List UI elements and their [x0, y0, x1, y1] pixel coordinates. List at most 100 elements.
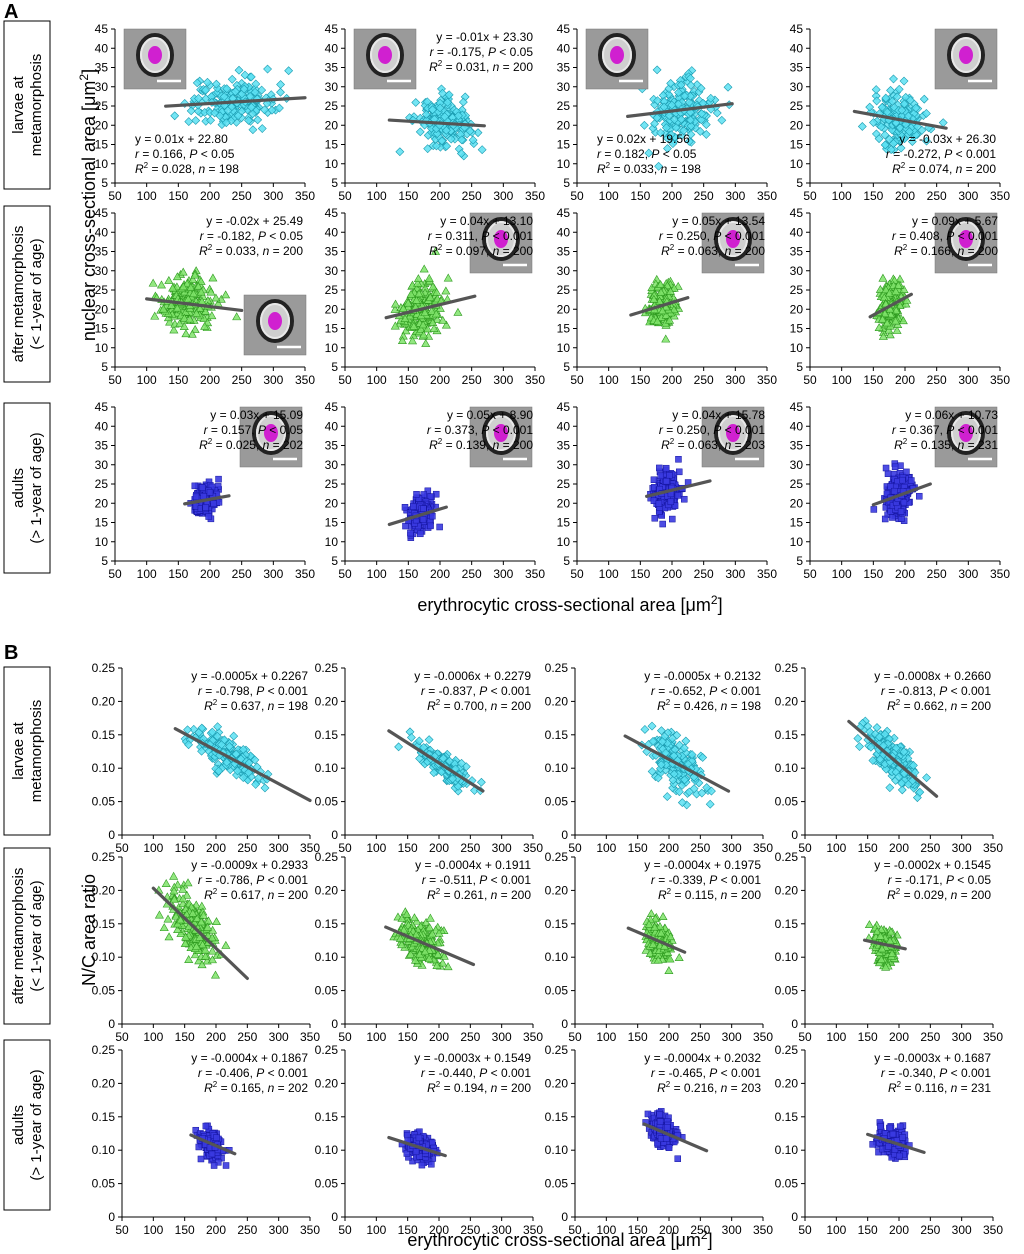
y-tick-label: 0.15 [775, 917, 799, 931]
data-point [651, 514, 659, 522]
row-label-b-larvae: larvae at metamorphosis [3, 666, 51, 836]
r2-stat: R2 = 0.033, n = 198 [597, 161, 701, 176]
data-point [686, 121, 696, 131]
x-tick-label: 50 [115, 1030, 129, 1044]
regression-equation: y = -0.0004x + 0.1911 [415, 858, 531, 872]
data-point [679, 126, 689, 136]
data-point [644, 148, 654, 158]
data-point [201, 85, 210, 95]
correlation-stat: r = -0.175, P < 0.05 [430, 45, 534, 59]
y-tick-label: 0.20 [92, 1076, 116, 1090]
y-tick-label: 5 [331, 176, 338, 190]
data-point [667, 498, 675, 506]
y-tick-label: 0.15 [92, 1110, 116, 1124]
data-point [653, 96, 662, 106]
y-tick-label: 0.10 [775, 761, 799, 775]
x-tick-label: 50 [803, 189, 817, 203]
regression-equation: y = -0.0004x + 0.1975 [644, 858, 761, 872]
x-tick-label: 50 [570, 189, 584, 203]
data-point [646, 909, 656, 918]
data-point [686, 115, 695, 125]
y-tick-label: 0.05 [92, 1177, 116, 1191]
data-point [246, 102, 256, 112]
scatter-points [390, 247, 463, 347]
regression-equation: y = -0.0009x + 0.2933 [191, 858, 308, 872]
x-tick-label: 350 [300, 1030, 320, 1044]
cell-nucleus [610, 46, 624, 64]
x-tick-label: 150 [630, 567, 650, 581]
r2-stat: R2 = 0.135, n = 231 [894, 437, 998, 452]
x-tick-label: 200 [889, 1030, 909, 1044]
data-point [275, 103, 284, 113]
data-point [267, 105, 277, 115]
y-tick-label: 0.20 [545, 694, 569, 708]
x-tick-label: 200 [429, 841, 449, 855]
data-point [872, 723, 882, 732]
panel-b-ylabel: N/C area ratio [79, 874, 99, 986]
y-tick-label: 40 [790, 41, 804, 55]
y-tick-label: 5 [331, 554, 338, 568]
y-tick-label: 0.10 [92, 761, 116, 775]
data-point [473, 128, 483, 138]
y-tick-label: 5 [101, 554, 108, 568]
x-tick-label: 250 [237, 1223, 257, 1237]
x-tick-label: 300 [263, 567, 283, 581]
x-tick-label: 300 [263, 189, 283, 203]
data-point [415, 127, 425, 137]
r2-stat: R2 = 0.097, n = 200 [429, 243, 533, 258]
regression-equation: y = 0.04x + 13.10 [440, 214, 533, 228]
y-tick-label: 0.05 [92, 984, 116, 998]
data-point [263, 64, 272, 74]
x-tick-label: 350 [757, 373, 777, 387]
y-tick-label: 0.10 [315, 761, 339, 775]
data-point [239, 84, 249, 94]
r2-stat: R2 = 0.700, n = 200 [427, 698, 531, 713]
x-tick-label: 250 [927, 189, 947, 203]
y-tick-label: 45 [325, 400, 339, 414]
regression-equation: y = -0.0002x + 0.1545 [874, 858, 991, 872]
data-point [897, 508, 905, 515]
y-tick-label: 45 [557, 206, 571, 220]
data-point [419, 264, 429, 273]
row-label-a-juvenile: after metamorphosis (< 1-year of age) [3, 205, 51, 383]
regression-equation: y = 0.03x + 15.09 [210, 408, 303, 422]
y-tick-label: 10 [95, 341, 109, 355]
data-point [413, 274, 423, 283]
data-point [186, 106, 196, 116]
data-point [230, 87, 240, 97]
data-point [424, 735, 434, 745]
y-tick-label: 20 [325, 302, 339, 316]
y-tick-label: 25 [790, 99, 804, 113]
y-tick-label: 0.20 [545, 883, 569, 897]
data-point [899, 76, 909, 86]
y-tick-label: 10 [325, 341, 339, 355]
data-point [409, 503, 417, 510]
data-point [436, 523, 443, 531]
data-point [717, 115, 727, 125]
x-tick-label: 200 [895, 567, 915, 581]
x-tick-label: 100 [599, 373, 619, 387]
x-tick-label: 100 [367, 189, 387, 203]
x-tick-label: 200 [659, 841, 679, 855]
cell-nucleus [378, 46, 392, 64]
stats-block: y = 0.04x + 15.78r = 0.250, P < 0.001R2 … [659, 408, 765, 452]
x-tick-label: 200 [200, 567, 220, 581]
data-point [221, 940, 231, 949]
y-tick-label: 0.20 [315, 694, 339, 708]
x-tick-label: 300 [493, 189, 513, 203]
data-point [899, 476, 906, 484]
x-tick-label: 100 [367, 567, 387, 581]
x-tick-label: 200 [430, 189, 450, 203]
y-tick-label: 5 [796, 360, 803, 374]
r2-stat: R2 = 0.115, n = 200 [658, 887, 761, 902]
data-point [658, 912, 668, 920]
data-point [411, 98, 421, 107]
data-point [260, 105, 269, 115]
x-tick-label: 150 [398, 567, 418, 581]
data-point [240, 70, 250, 80]
y-tick-label: 35 [790, 245, 804, 259]
cell-micrograph [243, 294, 307, 356]
